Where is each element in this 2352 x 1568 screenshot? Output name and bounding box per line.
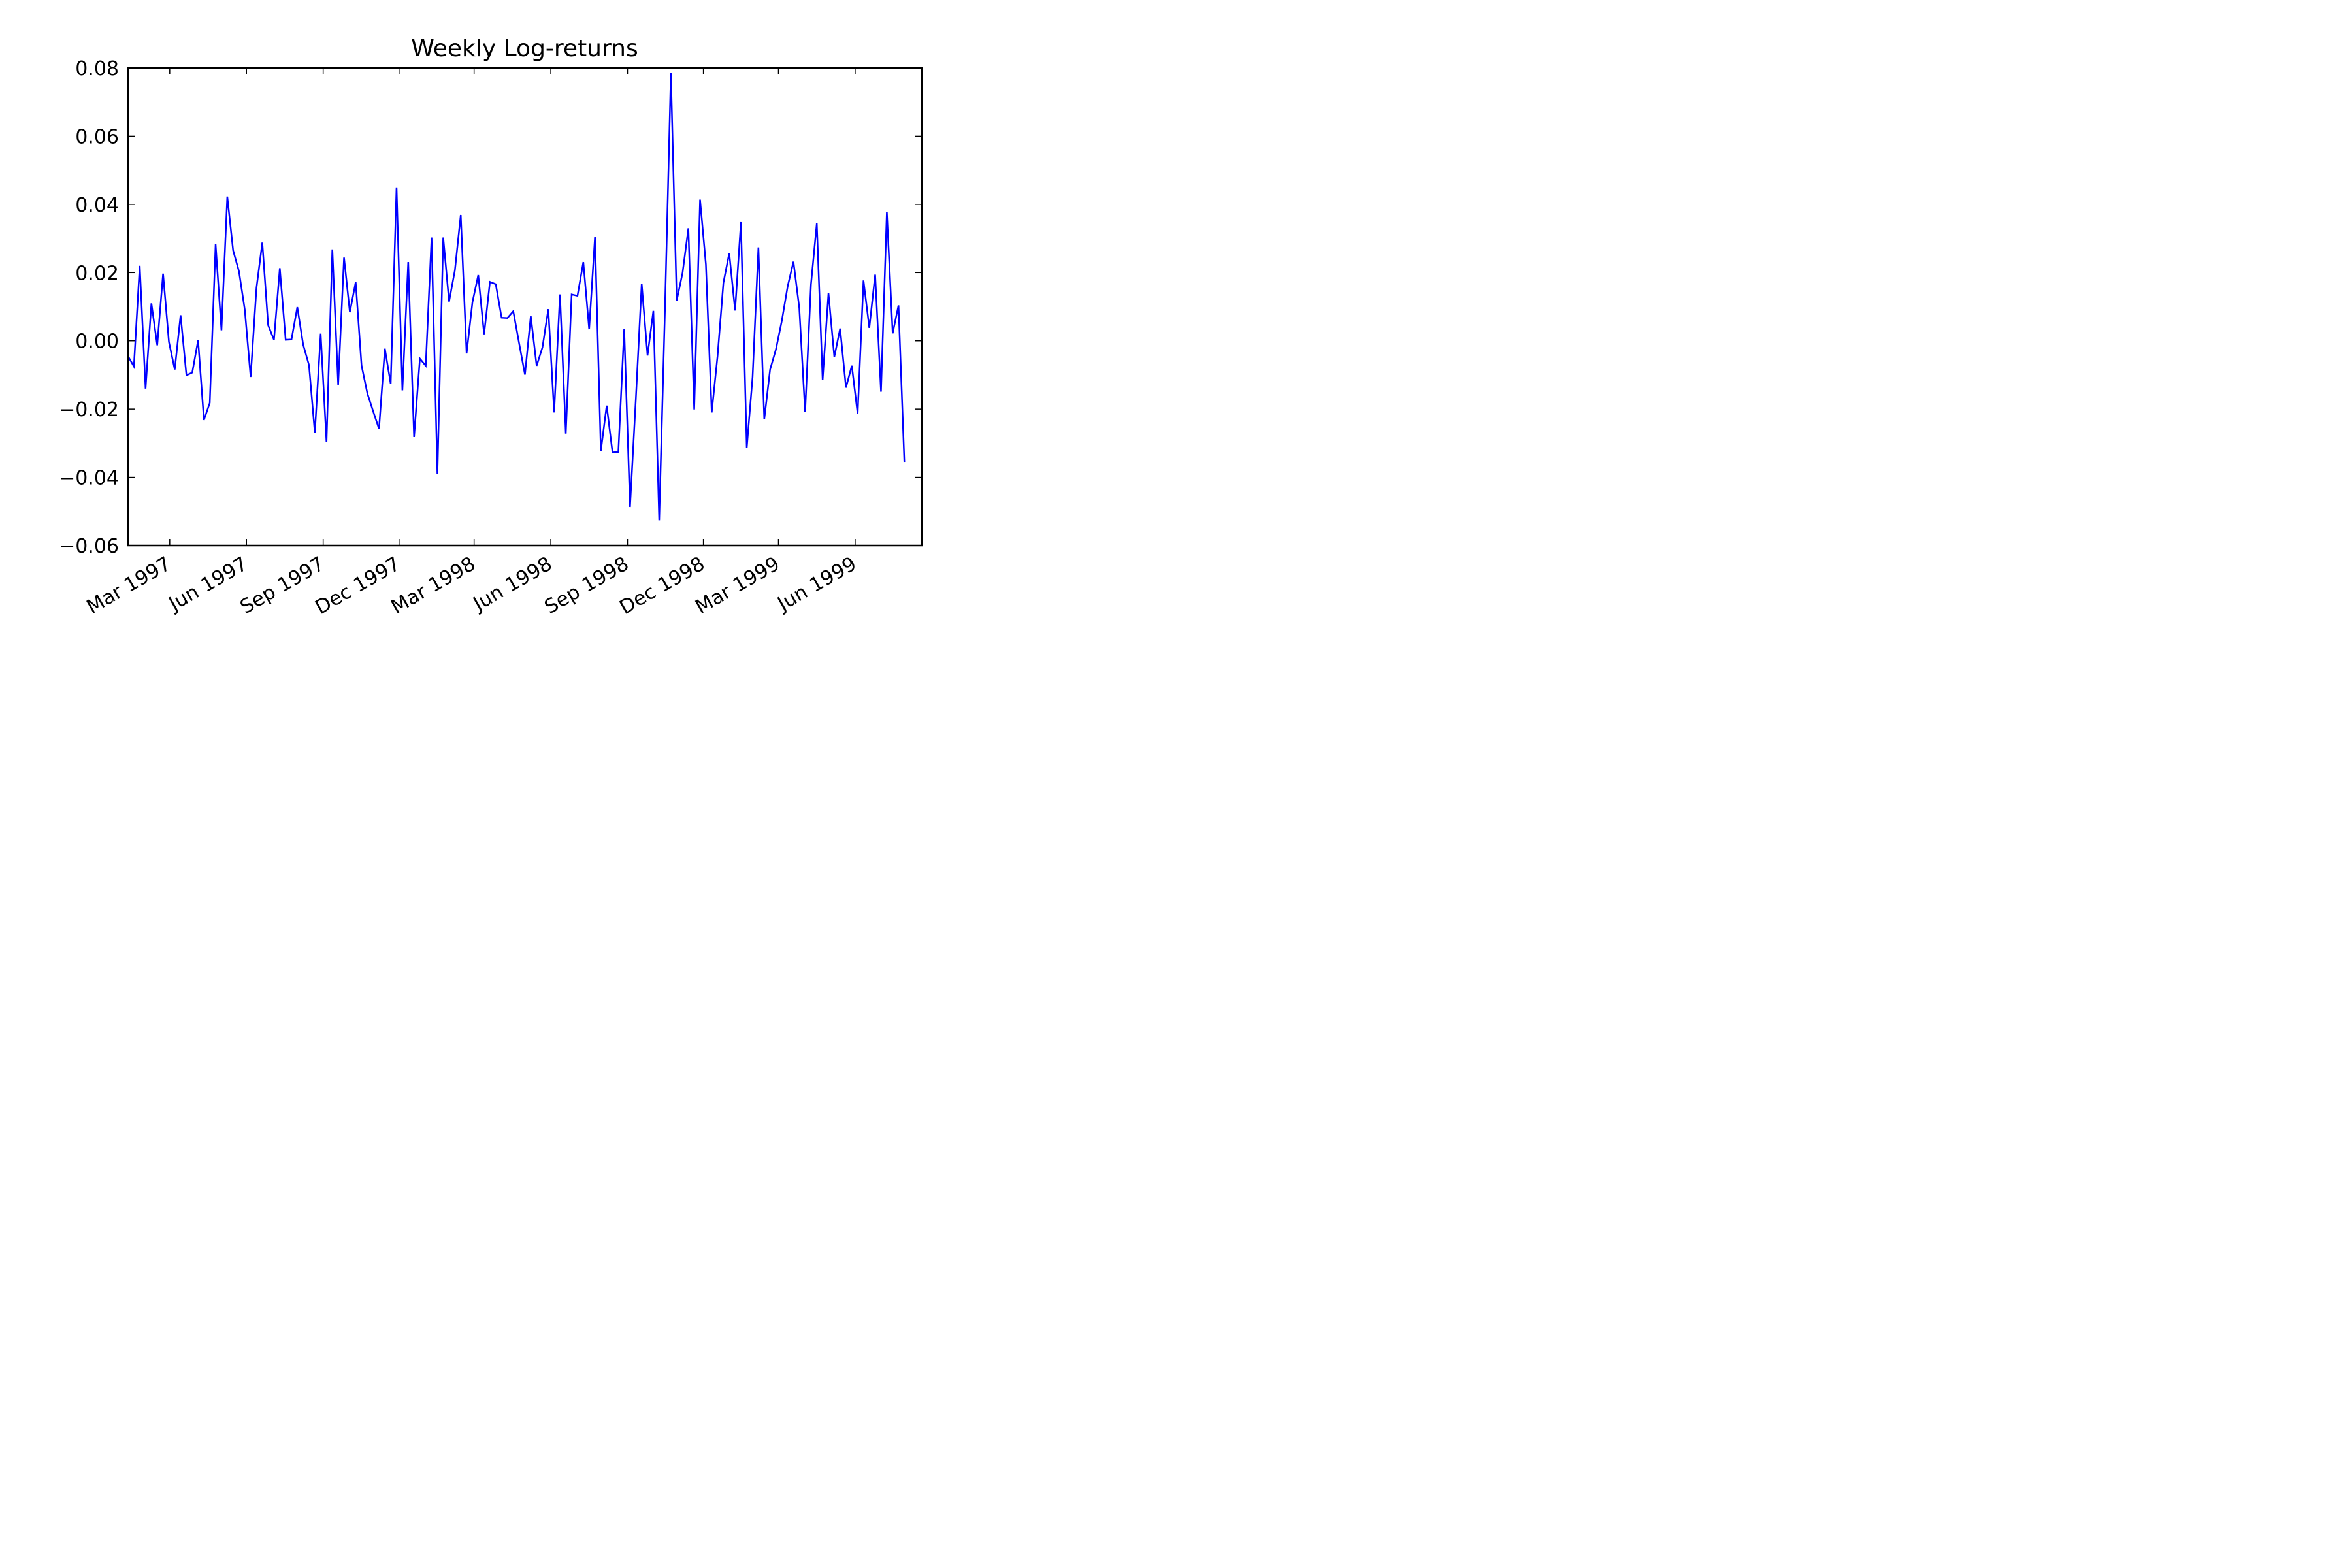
chart: Weekly Log-returns −0.06 −0.04 −0.02 0.00 0.…	[0, 0, 1008, 672]
y-tick-label: 0.06	[75, 125, 119, 148]
plot-frame	[127, 67, 923, 547]
series-line	[127, 73, 906, 521]
y-tick-label: 0.04	[75, 194, 119, 217]
y-tick-label: −0.06	[59, 535, 119, 558]
y-tick-label: −0.02	[59, 399, 119, 421]
chart-title: Weekly Log-returns	[411, 35, 638, 62]
y-tick-label: −0.04	[59, 467, 119, 490]
y-tick-label: 0.02	[75, 262, 119, 285]
series-layer	[127, 73, 906, 521]
y-tick-label: 0.00	[75, 331, 119, 353]
y-tick-label: 0.08	[75, 57, 119, 80]
y-axis: −0.06 −0.04 −0.02 0.00 0.02 0.04 0.06 0.08	[59, 57, 922, 558]
